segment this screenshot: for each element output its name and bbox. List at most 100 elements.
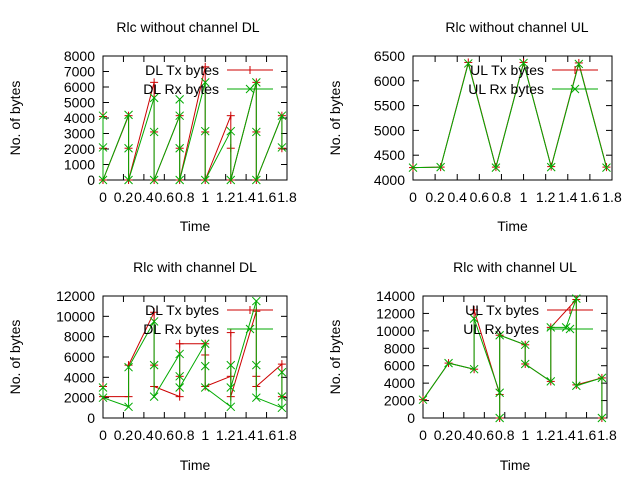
series-rx [98, 77, 287, 185]
x-tick-label: 1 [201, 189, 209, 205]
data-point [277, 367, 287, 377]
legend-label: UL Rx bytes [468, 81, 544, 97]
x-tick-label: 0.6 [155, 189, 175, 205]
y-tick-label: 6000 [374, 73, 405, 89]
x-tick-label: 1.8 [597, 427, 617, 443]
series-line [422, 298, 603, 418]
y-tick-label: 5000 [64, 95, 95, 111]
legend-marker [246, 306, 254, 314]
data-point [150, 308, 159, 317]
x-tick-label: 1.8 [277, 189, 297, 205]
y-tick-label: 6000 [64, 79, 95, 95]
x-tick-label: 1.6 [257, 427, 277, 443]
x-tick-label: 1.2 [536, 427, 556, 443]
data-point [251, 393, 261, 403]
x-tick-label: 0.2 [114, 427, 134, 443]
y-tick-label: 4000 [374, 172, 405, 188]
data-point [436, 162, 445, 172]
data-point [251, 360, 261, 370]
data-point [200, 383, 210, 392]
data-point [277, 392, 287, 402]
x-tick-label: 0 [409, 189, 417, 205]
data-point [408, 163, 418, 172]
x-tick-label: 0.8 [175, 189, 195, 205]
chart-title: Rlc without channel DL [116, 19, 259, 35]
legend-marker [565, 324, 575, 334]
y-tick-label: 0 [87, 172, 95, 188]
y-tick-label: 0 [87, 410, 95, 426]
plot-frame [422, 295, 608, 419]
x-tick-label: 1.6 [577, 427, 597, 443]
data-point [463, 59, 473, 68]
x-tick-label: 0.4 [134, 189, 154, 205]
data-point [546, 162, 556, 172]
x-tick-label: 1.2 [216, 427, 236, 443]
plot-frame [412, 55, 613, 181]
data-point [251, 127, 261, 137]
chart-title: Rlc with channel DL [133, 259, 257, 275]
y-tick-label: 4000 [64, 369, 95, 385]
x-tick-label: 1 [201, 427, 209, 443]
x-tick-label: 0.8 [175, 427, 195, 443]
data-point [98, 383, 108, 392]
x-tick-label: 0 [99, 189, 107, 205]
data-point [98, 175, 108, 185]
data-point [226, 175, 236, 185]
y-tick-label: 10000 [56, 308, 95, 324]
panel-rlc-with-channel-dl: Rlc with channel DL 0 2000 4000 6000 8000 1000… [7, 259, 297, 473]
data-point [597, 373, 607, 383]
data-point [597, 413, 607, 423]
data-point [571, 294, 581, 303]
data-point [470, 305, 479, 314]
data-point [574, 59, 584, 69]
y-tick-label: 8000 [384, 340, 415, 356]
y-tick-label: 0 [407, 410, 415, 426]
data-point [491, 163, 501, 172]
y-tick-label: 5000 [374, 122, 405, 138]
legend-marker [245, 324, 255, 334]
x-tick-label: 1.4 [558, 189, 578, 205]
panel-rlc-without-channel-dl: Rlc without channel DL 010002000300040005… [7, 19, 297, 234]
data-point [175, 111, 185, 121]
legend-marker [570, 84, 580, 94]
data-point [149, 175, 159, 185]
y-tick-label: 4500 [374, 147, 405, 163]
data-point [469, 364, 479, 374]
data-point [201, 62, 210, 71]
data-point [175, 383, 185, 392]
y-tick-label: 5500 [374, 98, 405, 114]
data-point [200, 77, 210, 87]
y-tick-label: 4000 [64, 110, 95, 126]
y-tick-label: 8000 [64, 329, 95, 345]
x-tick-label: 1.4 [236, 189, 256, 205]
data-point [175, 392, 184, 401]
x-tick-label: 1 [520, 189, 528, 205]
x-tick-label: 0.4 [454, 427, 474, 443]
data-point [98, 111, 108, 121]
legend-label: DL Rx bytes [143, 81, 219, 97]
legend-label: DL Tx bytes [145, 62, 219, 78]
data-point [277, 403, 287, 413]
data-point [175, 339, 184, 348]
data-point [98, 143, 108, 152]
y-axis-label: No. of bytes [7, 81, 23, 156]
data-point [149, 93, 159, 103]
data-point [124, 143, 133, 153]
data-point [175, 95, 185, 104]
x-tick-label: 0.2 [425, 189, 445, 205]
data-point [200, 361, 210, 371]
x-tick-label: 0.6 [470, 189, 490, 205]
x-tick-label: 1 [521, 427, 529, 443]
x-tick-label: 1.8 [277, 427, 297, 443]
x-tick-label: 0 [99, 427, 107, 443]
data-point [200, 126, 210, 136]
data-point [602, 163, 611, 172]
x-tick-label: 0.8 [492, 189, 512, 205]
data-point [149, 317, 159, 326]
y-tick-label: 7000 [64, 64, 95, 80]
chart-title: Rlc with channel UL [453, 259, 577, 275]
data-point [149, 360, 159, 370]
legend-label: DL Rx bytes [143, 321, 219, 337]
data-point [546, 377, 556, 386]
